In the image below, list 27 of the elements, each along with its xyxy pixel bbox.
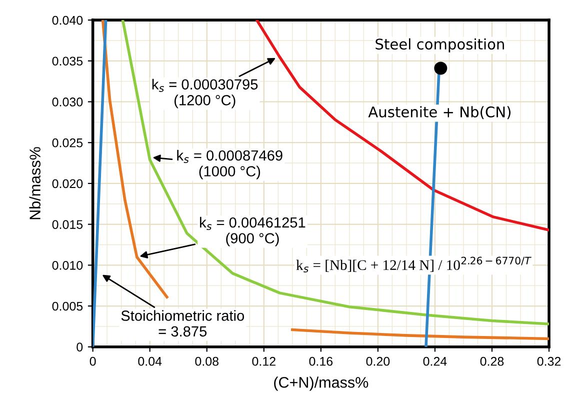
- x-tick-label: 0.12: [252, 356, 276, 366]
- y-tick-label: 0.020: [52, 179, 83, 188]
- annotation: Austenite + Nb(CN): [368, 106, 511, 120]
- x-tick-label: 0.20: [366, 356, 390, 366]
- annotation: k$_{s}$ = [Nb][C + 12/14 N] / 10$^{2.26−6770/T}$: [296, 256, 532, 272]
- x-axis-title: (C+N)/mass%: [274, 376, 368, 391]
- x-tick-label: 0.16: [309, 356, 333, 366]
- y-tick-label: 0.015: [52, 220, 83, 229]
- x-tick-label: 0: [90, 356, 96, 366]
- y-tick-label: 0.040: [52, 16, 83, 25]
- annotation: k$_{s}$ = 0.00087469 (1000 °C): [177, 150, 282, 180]
- y-axis-title: Nb/mass%: [29, 147, 40, 220]
- y-tick-label: 0.035: [52, 56, 83, 66]
- x-tick-label: 0.28: [480, 356, 504, 366]
- y-tick-label: 0: [76, 342, 83, 352]
- y-tick-label: 0.025: [52, 138, 83, 148]
- annotation: k$_{s}$ = 0.00461251 (900 °C): [200, 216, 306, 246]
- x-tick-label: 0.24: [423, 356, 447, 366]
- x-tick-label: 0.04: [138, 356, 162, 366]
- annotation: Steel composition: [376, 38, 504, 52]
- x-tick-label: 0.32: [537, 356, 561, 366]
- x-tick-label: 0.08: [195, 356, 218, 366]
- annotation: Stoichiometric ratio = 3.875: [121, 310, 244, 337]
- y-tick-label: 0.030: [52, 98, 83, 106]
- y-tick-label: 0.005: [52, 302, 83, 311]
- y-tick-label: 0.010: [52, 260, 83, 270]
- annotation: k$_{s}$ = 0.00030795 (1200 °C): [152, 78, 258, 108]
